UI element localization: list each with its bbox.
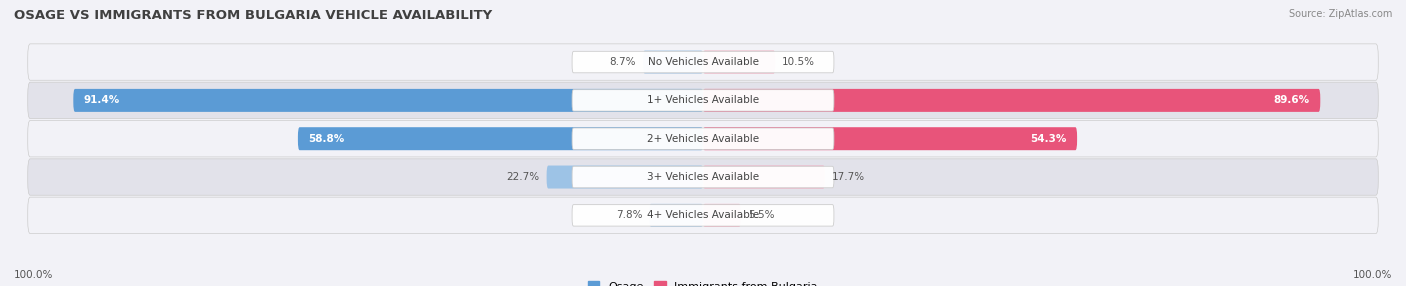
Text: 17.7%: 17.7% (832, 172, 865, 182)
FancyBboxPatch shape (28, 197, 1378, 234)
Text: OSAGE VS IMMIGRANTS FROM BULGARIA VEHICLE AVAILABILITY: OSAGE VS IMMIGRANTS FROM BULGARIA VEHICL… (14, 9, 492, 21)
FancyBboxPatch shape (650, 204, 703, 227)
Text: 54.3%: 54.3% (1031, 134, 1067, 144)
Text: 22.7%: 22.7% (506, 172, 540, 182)
Text: 100.0%: 100.0% (14, 270, 53, 280)
FancyBboxPatch shape (298, 127, 703, 150)
Text: 7.8%: 7.8% (616, 210, 643, 220)
FancyBboxPatch shape (643, 51, 703, 74)
FancyBboxPatch shape (572, 204, 834, 226)
Text: 100.0%: 100.0% (1353, 270, 1392, 280)
Text: 8.7%: 8.7% (610, 57, 636, 67)
Legend: Osage, Immigrants from Bulgaria: Osage, Immigrants from Bulgaria (583, 277, 823, 286)
Text: No Vehicles Available: No Vehicles Available (648, 57, 758, 67)
Text: 5.5%: 5.5% (748, 210, 775, 220)
FancyBboxPatch shape (703, 166, 825, 188)
FancyBboxPatch shape (28, 82, 1378, 119)
Text: 58.8%: 58.8% (308, 134, 344, 144)
FancyBboxPatch shape (572, 90, 834, 111)
Text: 10.5%: 10.5% (782, 57, 815, 67)
FancyBboxPatch shape (703, 127, 1077, 150)
FancyBboxPatch shape (572, 51, 834, 73)
FancyBboxPatch shape (28, 44, 1378, 80)
Text: 3+ Vehicles Available: 3+ Vehicles Available (647, 172, 759, 182)
FancyBboxPatch shape (572, 166, 834, 188)
Text: 2+ Vehicles Available: 2+ Vehicles Available (647, 134, 759, 144)
FancyBboxPatch shape (28, 159, 1378, 195)
FancyBboxPatch shape (28, 120, 1378, 157)
FancyBboxPatch shape (703, 204, 741, 227)
FancyBboxPatch shape (73, 89, 703, 112)
FancyBboxPatch shape (703, 51, 775, 74)
FancyBboxPatch shape (572, 128, 834, 150)
FancyBboxPatch shape (703, 89, 1320, 112)
Text: 4+ Vehicles Available: 4+ Vehicles Available (647, 210, 759, 220)
FancyBboxPatch shape (547, 166, 703, 188)
Text: 91.4%: 91.4% (83, 96, 120, 105)
Text: 1+ Vehicles Available: 1+ Vehicles Available (647, 96, 759, 105)
Text: Source: ZipAtlas.com: Source: ZipAtlas.com (1288, 9, 1392, 19)
Text: 89.6%: 89.6% (1274, 96, 1310, 105)
